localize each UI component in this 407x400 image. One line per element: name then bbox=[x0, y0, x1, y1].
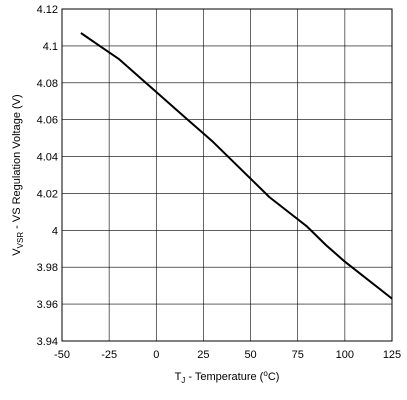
x-axis-title-unit: C) bbox=[268, 371, 280, 383]
x-axis-title-sup: o bbox=[263, 369, 268, 378]
x-axis-title-rest: - Temperature ( bbox=[185, 371, 263, 383]
grid bbox=[61, 8, 393, 342]
series-line bbox=[80, 32, 393, 300]
x-tick-label: -25 bbox=[101, 349, 117, 361]
y-tick-label: 4.04 bbox=[37, 152, 58, 164]
x-axis-title-sub: J bbox=[181, 376, 185, 385]
y-tick-label: 4.08 bbox=[37, 78, 58, 90]
y-axis-title: VVSR - VS Regulation Voltage (V) bbox=[11, 94, 25, 255]
plot-frame bbox=[61, 8, 393, 342]
y-tick-label: 3.98 bbox=[37, 262, 58, 274]
x-tick-label: 0 bbox=[153, 349, 159, 361]
y-tick-label: 4.06 bbox=[37, 115, 58, 127]
x-tick-label: 100 bbox=[336, 349, 354, 361]
y-axis-title-sub: VSR bbox=[16, 232, 25, 249]
y-tick-label: 4.1 bbox=[43, 41, 58, 53]
x-tick-labels: -50 -25 0 25 50 75 100 125 bbox=[54, 349, 401, 361]
x-tick-label: 125 bbox=[383, 349, 401, 361]
y-axis-title-rest: - VS Regulation Voltage (V) bbox=[11, 94, 23, 232]
y-axis-title-main: V bbox=[11, 248, 23, 256]
x-tick-label: 50 bbox=[244, 349, 256, 361]
x-tick-label: 25 bbox=[197, 349, 209, 361]
x-tick-label: -50 bbox=[54, 349, 70, 361]
x-axis-title-main: T bbox=[175, 371, 182, 383]
y-tick-labels: 3.94 3.96 3.98 4 4.02 4.04 4.06 4.08 4.1 4.12 bbox=[37, 4, 58, 348]
x-tick-label: 75 bbox=[292, 349, 304, 361]
series-layer bbox=[80, 32, 393, 300]
y-tick-label: 4 bbox=[52, 225, 58, 237]
y-tick-label: 4.02 bbox=[37, 188, 58, 200]
y-tick-label: 4.12 bbox=[37, 4, 58, 16]
y-tick-label: 3.94 bbox=[37, 336, 58, 348]
y-tick-label: 3.96 bbox=[37, 299, 58, 311]
x-axis-title: TJ - Temperature (oC) bbox=[175, 369, 280, 385]
